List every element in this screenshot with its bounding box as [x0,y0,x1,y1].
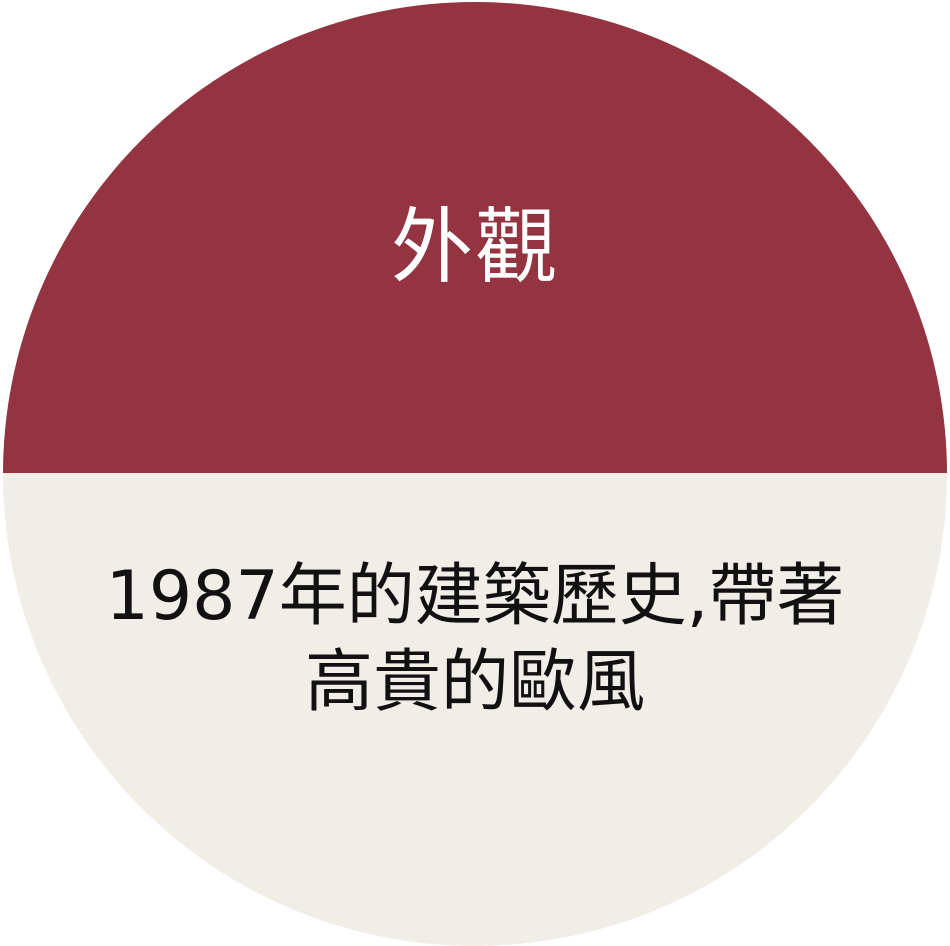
badge-title: 外觀 [390,200,559,295]
badge-description-line-2: 高貴的歐風 [304,643,645,722]
badge-header-half [3,2,947,473]
badge-description: 1987年的建築歷史,帶著 高貴的歐風 [43,554,907,726]
info-badge: 外觀 1987年的建築歷史,帶著 高貴的歐風 [3,2,947,946]
badge-description-line-1: 1987年的建築歷史,帶著 [105,557,845,636]
